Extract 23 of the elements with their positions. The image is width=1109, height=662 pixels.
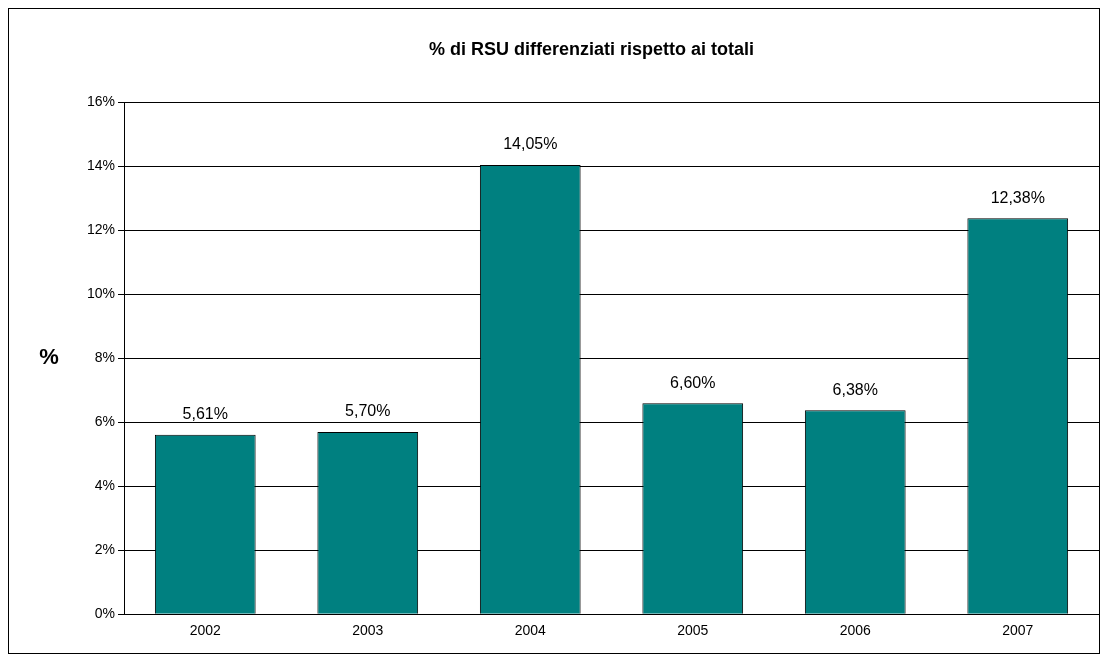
data-label: 5,70%: [345, 402, 391, 420]
chart-title: % di RSU differenziati rispetto ai totali: [428, 38, 755, 59]
x-tick-label: 2005: [677, 622, 709, 639]
y-tick-label: 6%: [94, 413, 116, 430]
y-tick-label: 10%: [86, 285, 116, 302]
data-label: 5,61%: [182, 405, 228, 423]
y-tick-label: 0%: [94, 605, 116, 622]
data-label: 12,38%: [990, 188, 1045, 206]
data-label: 6,38%: [832, 380, 878, 398]
x-tick-label: 2007: [1002, 622, 1034, 639]
x-tick-label: 2006: [839, 622, 872, 639]
y-tick-label: 16%: [86, 93, 116, 110]
x-tick-label: 2004: [514, 622, 547, 639]
y-axis-title: %: [39, 344, 59, 370]
y-tick-label: 14%: [86, 157, 116, 174]
y-tick-label: 2%: [94, 541, 116, 558]
y-tick-label: 4%: [94, 477, 116, 494]
x-tick-label: 2003: [352, 622, 384, 639]
y-tick-label: 8%: [94, 349, 116, 366]
data-label: 6,60%: [670, 373, 716, 391]
y-tick-label: 12%: [86, 221, 116, 238]
data-label: 14,05%: [503, 135, 558, 153]
x-tick-label: 2002: [189, 622, 222, 639]
